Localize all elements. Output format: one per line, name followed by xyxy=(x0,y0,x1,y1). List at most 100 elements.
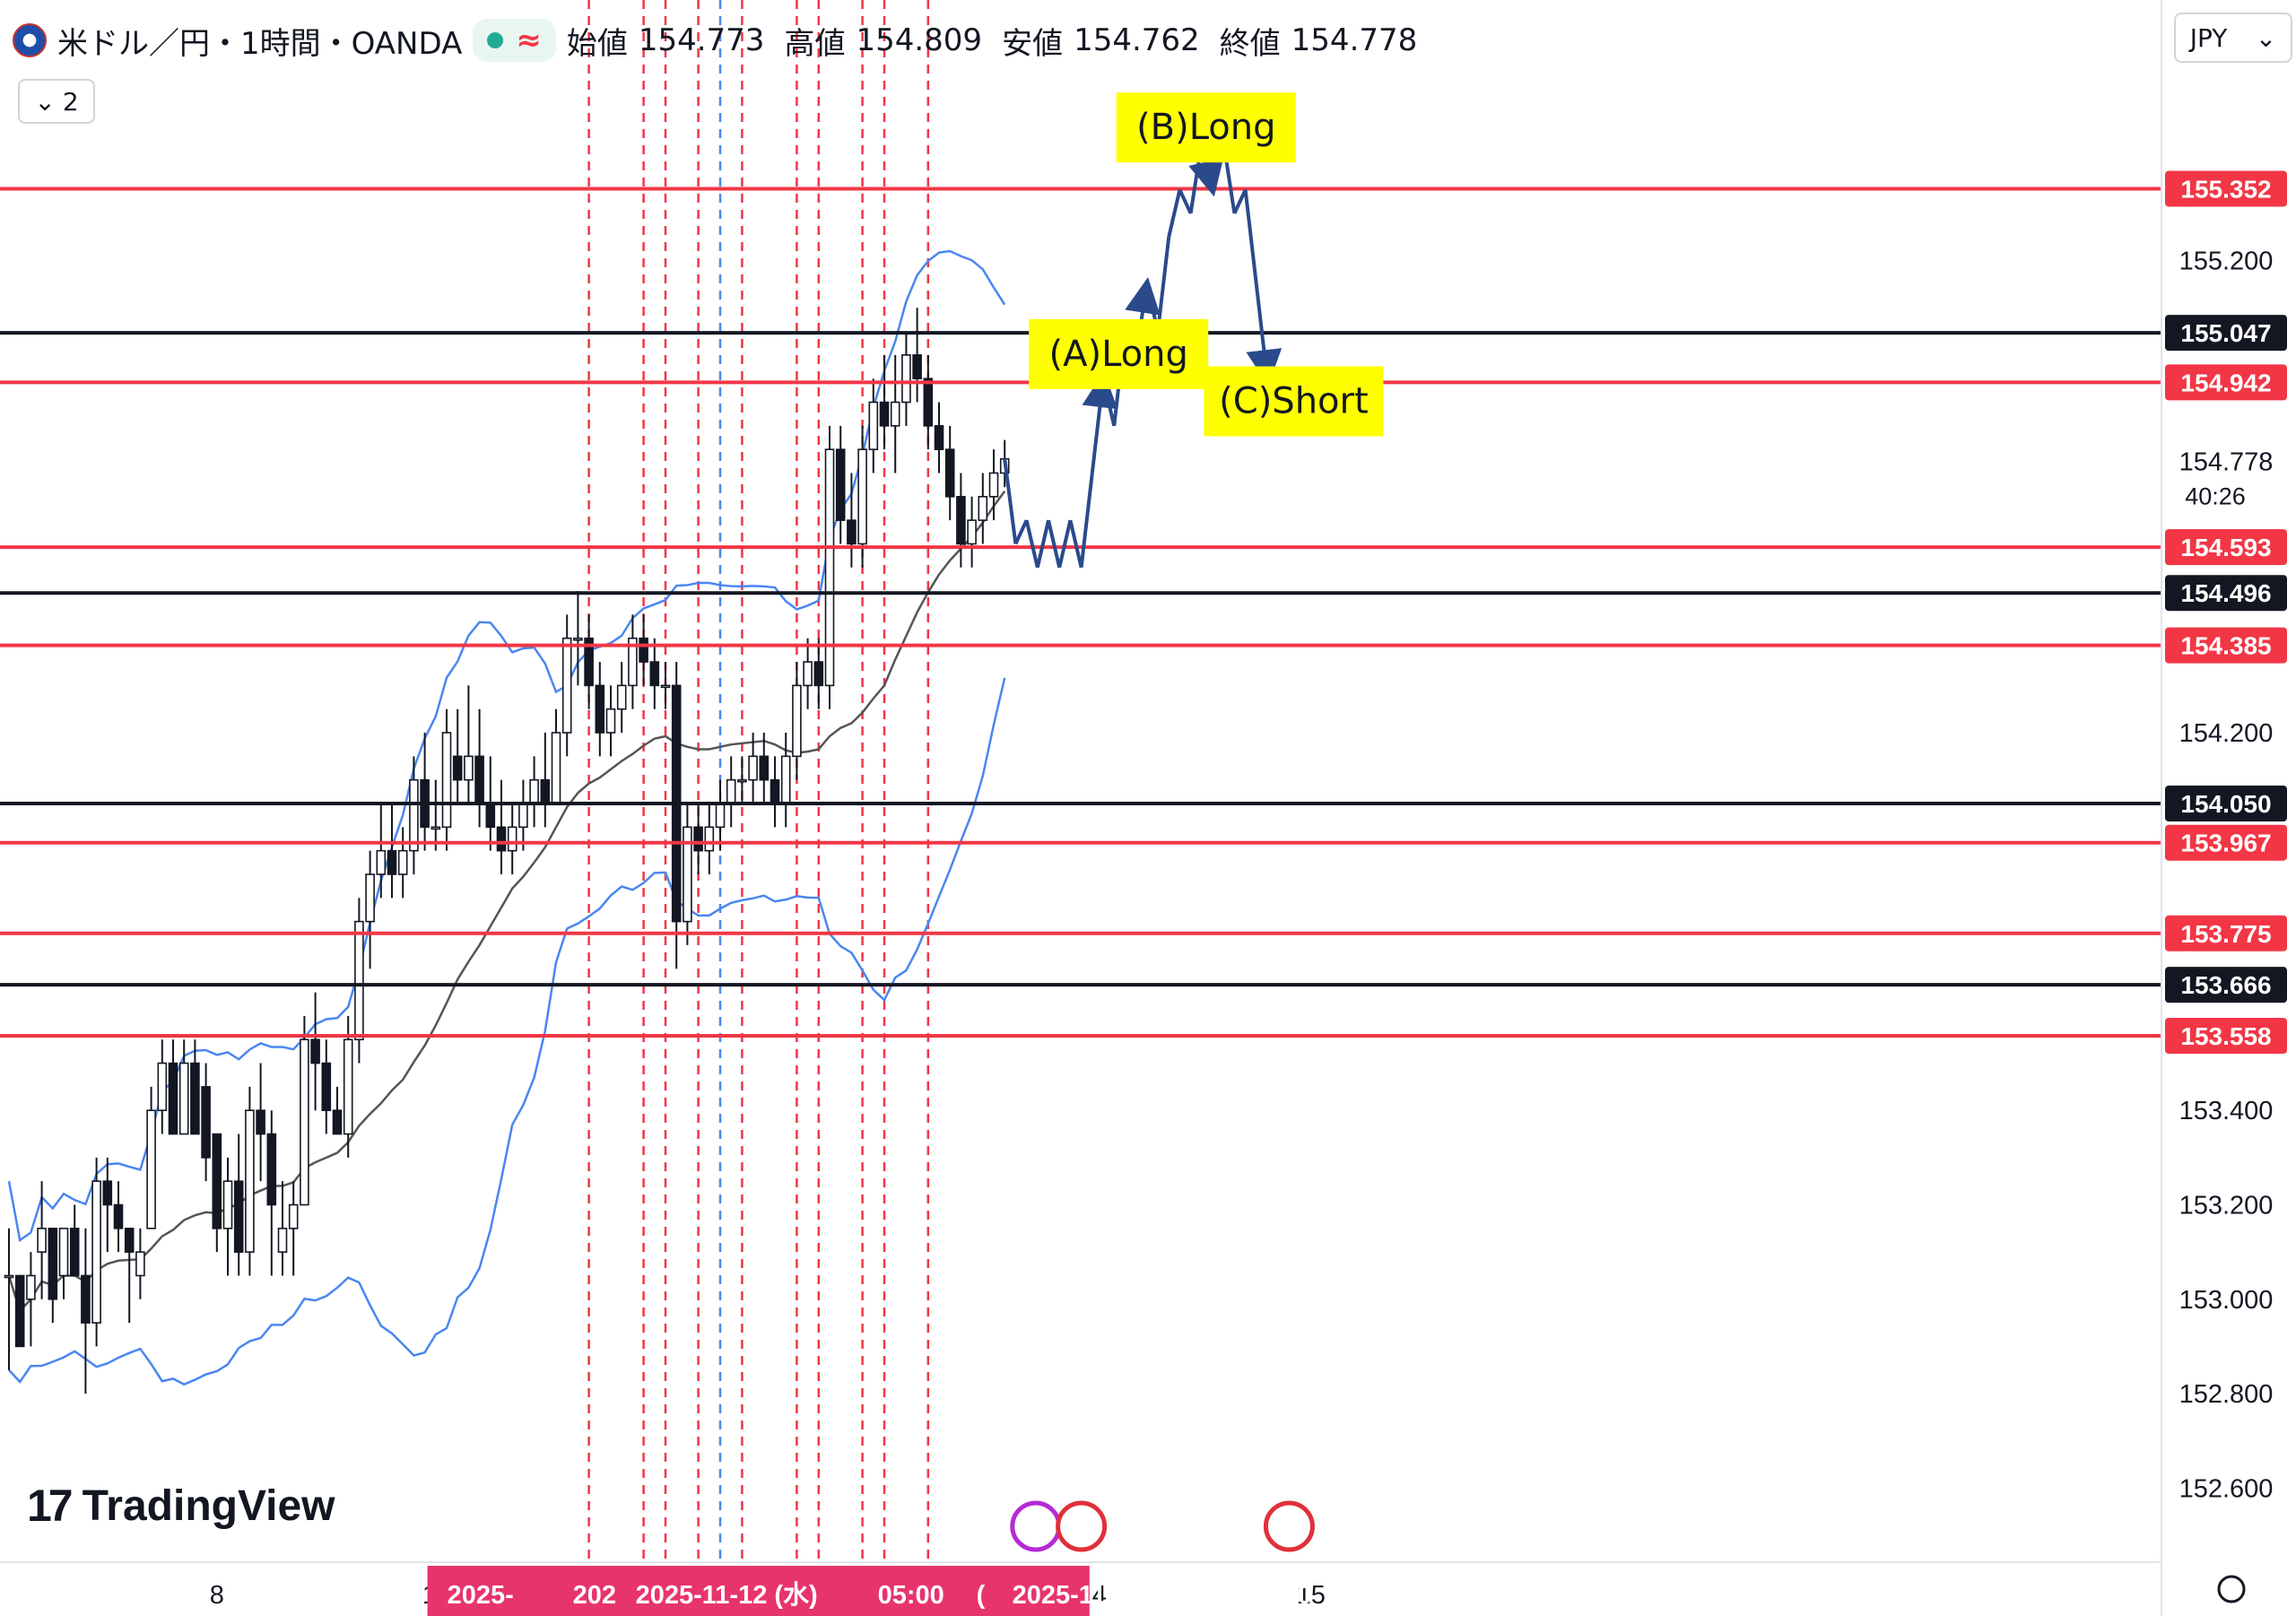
candle-body[interactable] xyxy=(222,1180,233,1229)
candle-body[interactable] xyxy=(464,755,474,781)
candle-body[interactable] xyxy=(605,708,616,734)
candle-body[interactable] xyxy=(233,1180,244,1253)
candle-body[interactable] xyxy=(288,1203,299,1229)
candle-body[interactable] xyxy=(58,1228,69,1277)
candle-body[interactable] xyxy=(879,401,890,427)
candle-body[interactable] xyxy=(81,1274,91,1324)
candle-body[interactable] xyxy=(726,778,736,804)
candle-body[interactable] xyxy=(256,1109,265,1135)
candle-body[interactable] xyxy=(135,1251,145,1277)
symbol-title[interactable]: 米ドル／円・1時間・OANDA xyxy=(57,25,463,62)
candle-body[interactable] xyxy=(178,1062,189,1135)
candle-body[interactable] xyxy=(835,448,846,521)
candle-body[interactable] xyxy=(595,684,605,734)
candle-body[interactable] xyxy=(409,778,419,852)
candle-body[interactable] xyxy=(212,1133,222,1229)
candle-body[interactable] xyxy=(168,1062,178,1135)
candle-body[interactable] xyxy=(683,826,692,923)
candle-body[interactable] xyxy=(639,637,648,663)
candle-body[interactable] xyxy=(857,448,867,545)
candle-body[interactable] xyxy=(518,803,528,829)
candle-body[interactable] xyxy=(4,1274,14,1279)
candle-body[interactable] xyxy=(310,1038,320,1064)
candle-body[interactable] xyxy=(245,1109,255,1253)
candle-body[interactable] xyxy=(561,637,572,734)
candle-body[interactable] xyxy=(91,1180,101,1324)
candle-body[interactable] xyxy=(354,920,364,1041)
us-flag-event-icon[interactable] xyxy=(1263,1500,1315,1552)
candle-body[interactable] xyxy=(901,354,911,404)
candle-body[interactable] xyxy=(584,637,594,687)
candle-body[interactable] xyxy=(496,826,507,852)
candle-body[interactable] xyxy=(715,803,726,829)
candle-body[interactable] xyxy=(387,849,397,875)
candle-body[interactable] xyxy=(551,732,561,804)
candle-body[interactable] xyxy=(573,637,583,641)
candle-body[interactable] xyxy=(485,803,496,829)
candle-body[interactable] xyxy=(452,755,463,781)
candle-body[interactable] xyxy=(69,1228,80,1277)
candle-body[interactable] xyxy=(770,778,780,804)
candle-body[interactable] xyxy=(792,684,802,758)
indicator-collapse-button[interactable]: ⌄ 2 xyxy=(18,79,95,124)
candle-body[interactable] xyxy=(474,755,484,804)
candle-body[interactable] xyxy=(277,1228,288,1253)
candle-body[interactable] xyxy=(824,448,835,687)
candle-body[interactable] xyxy=(113,1203,124,1229)
annotation-box[interactable] xyxy=(1116,92,1296,163)
candle-body[interactable] xyxy=(332,1109,343,1135)
candle-body[interactable] xyxy=(803,661,813,687)
candle-body[interactable] xyxy=(628,637,638,687)
status-pill[interactable]: ≈ xyxy=(473,19,556,62)
candle-body[interactable] xyxy=(748,755,758,781)
candle-body[interactable] xyxy=(157,1062,168,1111)
candle-body[interactable] xyxy=(616,684,627,710)
candle-body[interactable] xyxy=(124,1228,135,1253)
candle-body[interactable] xyxy=(365,873,375,923)
tradingview-logo[interactable]: 17 TradingView xyxy=(27,1480,335,1532)
candle-body[interactable] xyxy=(507,826,517,852)
candle-body[interactable] xyxy=(944,448,955,498)
candle-body[interactable] xyxy=(37,1228,47,1253)
candle-body[interactable] xyxy=(847,519,857,545)
candle-body[interactable] xyxy=(693,826,703,852)
candle-body[interactable] xyxy=(660,684,671,689)
candle-body[interactable] xyxy=(14,1274,25,1348)
candle-body[interactable] xyxy=(540,778,551,804)
candle-body[interactable] xyxy=(978,496,988,521)
candle-body[interactable] xyxy=(529,778,539,804)
candle-body[interactable] xyxy=(780,755,791,804)
us-flag-event-icon[interactable] xyxy=(1056,1500,1108,1552)
candle-body[interactable] xyxy=(704,826,715,852)
candle-body[interactable] xyxy=(912,354,922,379)
annotation-box[interactable] xyxy=(1204,366,1384,437)
candle-body[interactable] xyxy=(988,472,999,498)
lightning-event-icon[interactable] xyxy=(1010,1500,1062,1552)
candle-body[interactable] xyxy=(890,401,900,427)
candle-body[interactable] xyxy=(190,1062,200,1135)
candle-body[interactable] xyxy=(397,849,408,875)
candle-body[interactable] xyxy=(868,401,879,450)
candle-body[interactable] xyxy=(102,1180,113,1206)
candle-body[interactable] xyxy=(956,496,966,545)
candle-body[interactable] xyxy=(934,425,944,450)
candle-body[interactable] xyxy=(430,826,441,830)
candle-body[interactable] xyxy=(201,1086,211,1159)
candle-body[interactable] xyxy=(441,732,452,829)
candle-body[interactable] xyxy=(48,1228,58,1300)
candle-body[interactable] xyxy=(26,1274,36,1300)
currency-select[interactable]: JPY ⌄ xyxy=(2174,13,2292,63)
candle-body[interactable] xyxy=(321,1062,332,1111)
candle-body[interactable] xyxy=(737,778,747,783)
candle-body[interactable] xyxy=(266,1133,277,1206)
candle-body[interactable] xyxy=(967,519,977,545)
annotation-box[interactable] xyxy=(1029,318,1209,389)
candle-body[interactable] xyxy=(146,1109,156,1229)
candle-body[interactable] xyxy=(343,1038,353,1135)
candle-body[interactable] xyxy=(376,849,387,875)
candle-body[interactable] xyxy=(300,1038,309,1206)
candle-body[interactable] xyxy=(649,661,660,687)
candle-body[interactable] xyxy=(759,755,770,781)
candle-body[interactable] xyxy=(923,378,934,427)
